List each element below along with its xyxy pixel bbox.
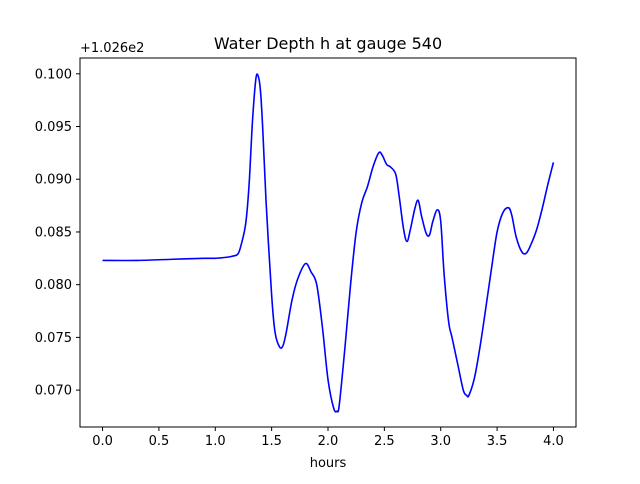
plot-series (102, 73, 555, 413)
y-tick-label: 0.075 (35, 331, 72, 346)
x-tick-label: 3.5 (487, 434, 508, 449)
y-tick-label: 0.090 (35, 173, 72, 188)
x-tick-label: 2.0 (318, 434, 339, 449)
x-tick-label: 3.0 (430, 434, 451, 449)
y-tick-label: 0.100 (35, 67, 72, 82)
y-tick-label: 0.095 (35, 120, 72, 135)
x-tick-label: 1.5 (261, 434, 282, 449)
y-axis-offset-label: +1.026e2 (80, 41, 144, 56)
x-tick-label: 2.5 (374, 434, 395, 449)
x-axis-label: hours (310, 456, 347, 471)
y-tick-label: 0.070 (35, 384, 72, 399)
y-tick-label: 0.080 (35, 278, 72, 293)
plot-area-frame (79, 57, 577, 428)
x-tick-label: 4.0 (543, 434, 564, 449)
x-tick-label: 0.5 (149, 434, 170, 449)
chart-title: Water Depth h at gauge 540 (214, 34, 442, 53)
y-tick-label: 0.085 (35, 225, 72, 240)
x-axis-ticks: 0.0 0.5 1.0 1.5 2.0 2.5 3.0 3.5 4.0 (92, 427, 564, 449)
x-tick-label: 0.0 (92, 434, 113, 449)
y-axis-ticks: 0.070 0.075 0.080 0.085 0.090 0.095 0.100 (35, 67, 80, 399)
x-tick-label: 1.0 (205, 434, 226, 449)
series-line (102, 73, 555, 413)
